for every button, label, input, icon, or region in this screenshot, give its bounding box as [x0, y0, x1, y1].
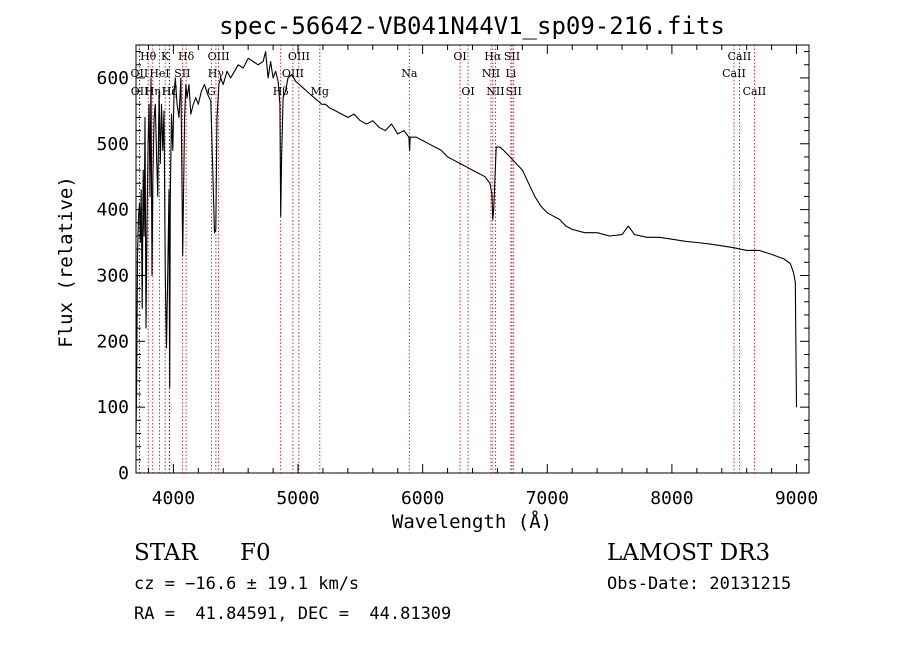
spectral-line-label: G: [207, 85, 216, 98]
x-tick-label: 6000: [401, 488, 444, 509]
y-tick-label: 400: [96, 200, 129, 221]
spectral-subclass: F0: [240, 540, 271, 566]
x-tick-label: 8000: [650, 488, 693, 509]
spectral-line-label: SII: [174, 67, 190, 80]
spectral-line-label: OIII: [282, 67, 304, 80]
y-tick-label: 500: [96, 134, 129, 155]
spectral-line-label: Hγ: [208, 67, 225, 80]
spectral-line-label: SII: [504, 50, 520, 63]
spectral-line-label: CaII: [743, 85, 767, 98]
spectral-line-label: Hθ: [140, 50, 157, 63]
plot-frame: [135, 44, 810, 474]
spectral-line-label: OIII: [208, 50, 230, 63]
x-tick-label: 7000: [526, 488, 569, 509]
spectral-line-label: Hα: [484, 50, 502, 63]
spectral-line-label: CaII: [722, 67, 746, 80]
plot-border: [135, 44, 810, 474]
spectral-line-label: Hη: [145, 85, 161, 98]
y-axis-label: Flux (relative): [55, 176, 77, 348]
spectral-line-label: Hδ: [178, 50, 195, 63]
x-tick-label: 4000: [152, 488, 195, 509]
y-axis: 0 100 200 300 400 500 600: [96, 51, 809, 484]
spectral-line-label: CaII: [728, 50, 752, 63]
obs-date: Obs-Date: 20131215: [607, 574, 791, 594]
survey-name: LAMOST DR3: [607, 540, 770, 566]
chart-title: spec-56642-VB041N44V1_sp09-216.fits: [219, 12, 725, 40]
y-tick-label: 600: [96, 68, 129, 89]
y-tick-label: 300: [96, 265, 129, 286]
redshift-value: cz = −16.6 ± 19.1 km/s: [134, 574, 359, 594]
coordinates: RA = 41.84591, DEC = 44.81309: [134, 604, 451, 624]
spectral-line-label: HeI: [149, 67, 169, 80]
y-tick-label: 200: [96, 331, 129, 352]
series-layer: [135, 51, 798, 434]
x-tick-label: 5000: [276, 488, 319, 509]
spectral-line-label: NII: [486, 85, 504, 98]
spectral-line-label: OI: [453, 50, 466, 63]
spectral-line-label: OII: [131, 67, 149, 80]
y-tick-label: 100: [96, 397, 129, 418]
spectral-line-label: Mg: [311, 85, 329, 98]
x-axis: 4000 5000 6000 7000 8000 9000: [147, 45, 818, 509]
spectral-line-label: K: [161, 50, 170, 63]
spectral-line-label: Na: [401, 67, 418, 80]
spectral-line-label: OIII: [288, 50, 310, 63]
x-axis-label: Wavelength (Å): [392, 510, 552, 533]
x-tick-label: 9000: [775, 488, 818, 509]
spectral-line-label: Hε: [162, 85, 178, 98]
spectral-line-label: OI: [461, 85, 474, 98]
flux-series-line: [135, 51, 798, 434]
y-tick-label: 0: [118, 463, 129, 484]
spectral-line-label: Li: [505, 67, 516, 80]
spectral-line-label: SII: [506, 85, 522, 98]
object-class: STAR: [134, 540, 198, 566]
spectral-line-markers: [138, 45, 755, 473]
spectral-line-label: NII: [482, 67, 500, 80]
